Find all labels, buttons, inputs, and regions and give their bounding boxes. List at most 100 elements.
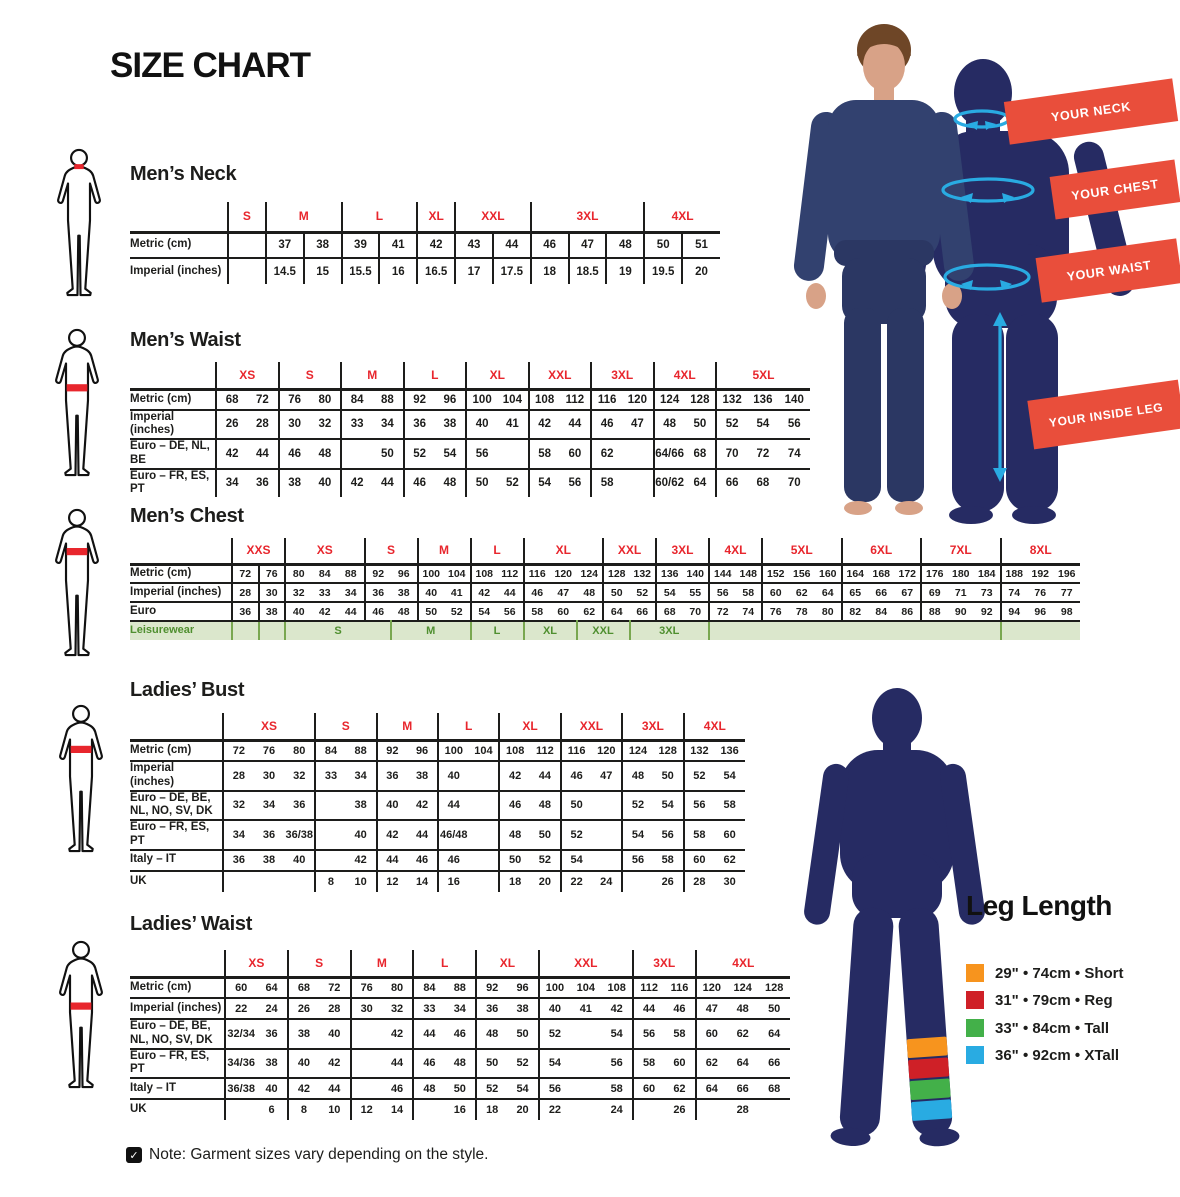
- size-cell: 164: [840, 564, 868, 583]
- size-cell: 71: [954, 586, 967, 599]
- size-group-header: XXL: [527, 362, 591, 389]
- size-cell: 120: [597, 744, 616, 757]
- size-cell: 54: [527, 468, 560, 498]
- size-cell: 56: [631, 1019, 665, 1049]
- model-photo-figure: [793, 24, 975, 515]
- size-cell: [469, 791, 500, 821]
- size-cell: 70: [689, 605, 702, 618]
- size-cell: 52: [538, 854, 551, 867]
- row-label: Imperial (inches): [130, 264, 222, 277]
- size-group-header: S: [277, 362, 341, 389]
- size-cell: 66: [714, 468, 748, 498]
- size-cell: 47: [557, 586, 570, 599]
- size-cell: 40: [286, 1048, 320, 1079]
- leisure-size-cell: 3XL: [628, 621, 709, 640]
- size-cell: 30: [277, 409, 310, 440]
- size-cell: 50: [693, 418, 707, 431]
- size-group-header: L: [402, 362, 466, 389]
- size-cell: 144: [708, 564, 736, 583]
- size-cell: 116: [670, 981, 689, 994]
- size-cell: 18: [529, 258, 569, 284]
- size-cell: 44: [568, 418, 582, 431]
- size-cell: 52: [474, 1078, 508, 1100]
- size-cell: [227, 232, 266, 258]
- size-cell: 140: [784, 393, 804, 406]
- size-cell: 132: [714, 389, 748, 410]
- size-group-header: M: [349, 950, 414, 977]
- section-title-mens-neck: Men’s Neck: [130, 163, 237, 185]
- size-cell: [591, 850, 622, 871]
- size-cell: 46: [522, 583, 550, 602]
- size-cell: 38: [257, 602, 285, 621]
- mens-waist-figure: [50, 322, 104, 486]
- size-cell: 36: [222, 849, 254, 871]
- size-cell: 44: [255, 447, 269, 460]
- size-group-header: XS: [284, 538, 365, 564]
- size-group-header: 5XL: [761, 538, 842, 564]
- size-group-header: 4XL: [708, 538, 762, 564]
- size-cell: 42: [415, 799, 429, 812]
- row-label: Metric (cm): [130, 238, 192, 251]
- size-cell: 46: [529, 232, 569, 258]
- size-cell: 12: [349, 1099, 382, 1121]
- size-cell: 48: [443, 477, 457, 490]
- size-cell: 66: [875, 586, 888, 599]
- size-cell: 54: [469, 602, 497, 621]
- size-cell: 38: [443, 418, 457, 431]
- size-cell: 28: [222, 761, 254, 791]
- size-cell: 47: [694, 998, 727, 1019]
- size-cell: 54: [610, 1027, 623, 1040]
- size-cell: 42: [214, 439, 248, 469]
- ladies-bust-figure: [54, 698, 108, 862]
- measurement-band: [70, 745, 92, 753]
- size-cell: 46: [453, 1027, 466, 1040]
- size-cell: 46: [498, 790, 531, 821]
- size-cell: 20: [538, 875, 551, 888]
- size-cell: [469, 871, 500, 892]
- size-cell: 38: [286, 1019, 320, 1049]
- size-cell: 34: [453, 1002, 466, 1015]
- size-cell: 96: [516, 981, 529, 994]
- size-cell: 64: [821, 586, 834, 599]
- size-cell: 46: [277, 439, 310, 469]
- table-row: Euro – FR, ES, PT 34/36 38 40 42 44 46 48 50 52 54…: [130, 1048, 790, 1079]
- table-row: Euro – DE, NL, BE 42 44 46 48 50 52 54 56 58 60 62 6…: [130, 439, 810, 469]
- size-group-header: S: [227, 202, 266, 232]
- size-cell: 41: [378, 232, 418, 258]
- size-cell: 66: [768, 1057, 781, 1070]
- table-row: Euro 36 38 40 42 44 46 48 50 52 54 56 58 60 62 64 66 68 70…: [130, 602, 1080, 621]
- size-cell: 42: [527, 409, 560, 440]
- size-cell: 24: [600, 875, 613, 888]
- size-cell: [284, 871, 315, 892]
- size-cell: 124: [621, 740, 653, 761]
- size-cell: 192: [1031, 567, 1050, 580]
- leisure-size-cell: L: [469, 621, 524, 640]
- table-row: Metric (cm) 72 76 80 84 88 92 96 100 104 108 112 116…: [130, 564, 1080, 583]
- size-cell: 100: [464, 389, 498, 410]
- size-cell: 39: [340, 232, 380, 258]
- size-cell: 96: [415, 744, 429, 757]
- size-cell: 156: [792, 567, 811, 580]
- size-cell: 76: [262, 744, 276, 757]
- size-cell: 52: [636, 586, 649, 599]
- row-label: Euro – DE, NL, BE: [130, 440, 210, 466]
- size-group-header: 3XL: [621, 713, 684, 740]
- size-cell: 38: [302, 232, 342, 258]
- size-cell: 14: [415, 875, 429, 888]
- size-cell: 56: [464, 439, 498, 469]
- size-cell: 82: [840, 602, 868, 621]
- size-cell: 30: [257, 583, 285, 602]
- size-cell: 104: [474, 744, 493, 757]
- size-group-header: XS: [221, 713, 316, 740]
- size-cell: 60: [723, 828, 736, 841]
- size-cell: 33: [339, 409, 373, 440]
- size-cell: 136: [720, 744, 739, 757]
- size-cell: 28: [682, 870, 715, 892]
- size-cell: 72: [756, 447, 770, 460]
- size-cell: 98: [1060, 605, 1073, 618]
- size-cell: 74: [999, 583, 1027, 602]
- size-cell: [469, 850, 500, 871]
- size-cell: 132: [682, 740, 715, 761]
- body-outline-icon: [57, 148, 101, 297]
- measurement-arrowheads: [961, 121, 1014, 482]
